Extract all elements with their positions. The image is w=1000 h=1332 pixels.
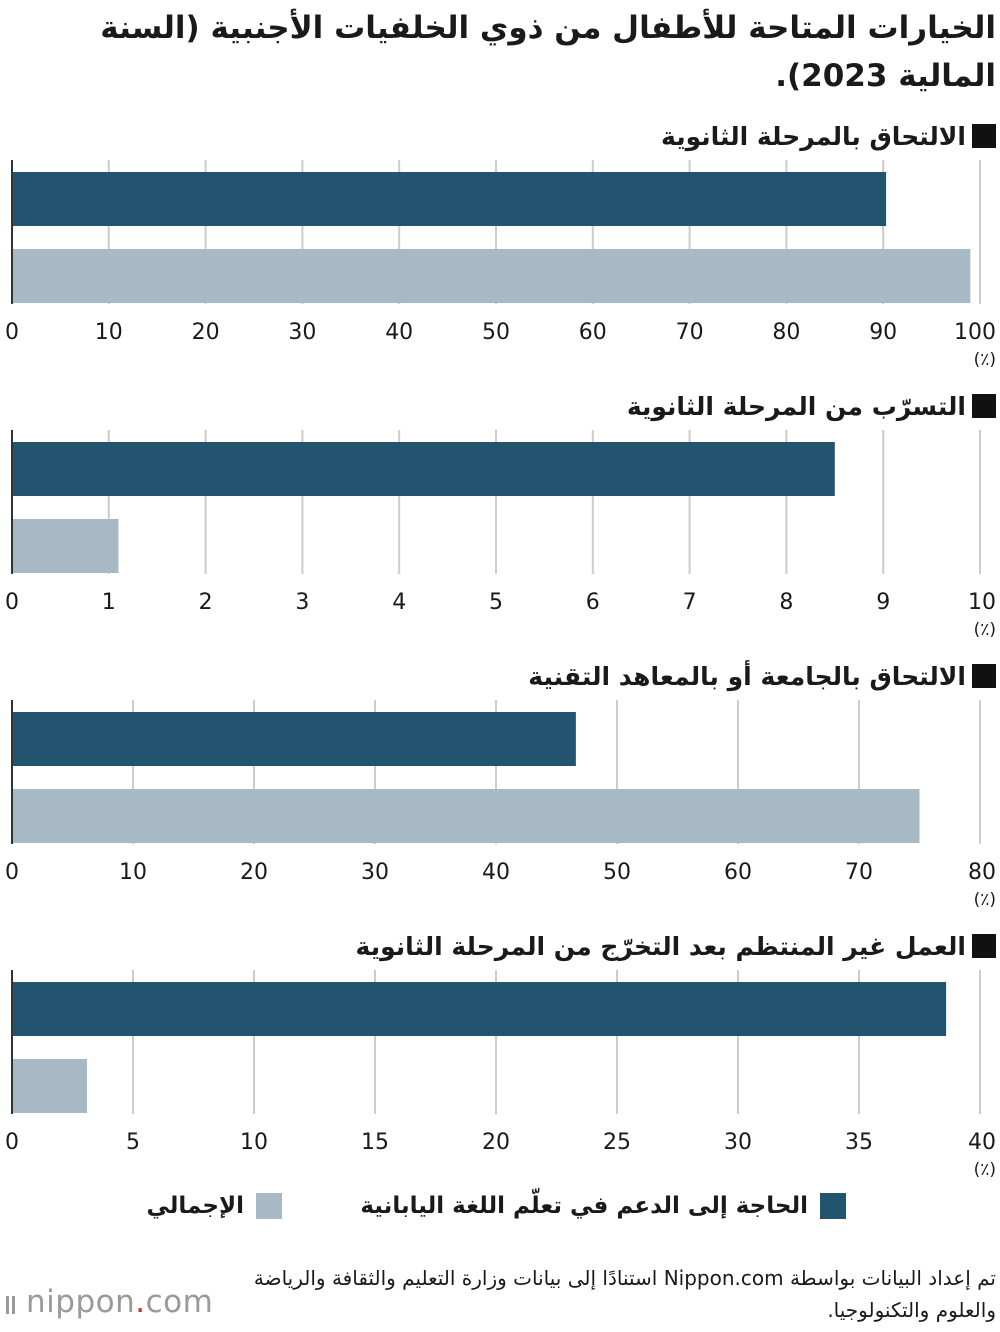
unit-label: (٪) <box>974 1160 996 1180</box>
x-tick-label: 90 <box>869 320 897 345</box>
bar-japanese-support <box>13 982 947 1036</box>
x-tick-label: 5 <box>126 1130 140 1155</box>
source-note: تم إعداد البيانات بواسطة Nippon.com استن… <box>253 1266 996 1322</box>
x-tick-label: 30 <box>724 1130 752 1155</box>
x-tick-label: 10 <box>240 1130 268 1155</box>
x-tick-label: 9 <box>876 590 890 615</box>
logo-bars-icon <box>6 1286 18 1322</box>
x-tick-label: 0 <box>5 590 19 615</box>
panel-title: التسرّب من المرحلة الثانوية <box>627 386 996 426</box>
legend-swatch-japanese-support <box>820 1193 846 1219</box>
legend-label-overall: الإجمالي <box>146 1193 244 1219</box>
panel-title: الالتحاق بالجامعة أو بالمعاهد التقنية <box>528 656 996 696</box>
x-tick-label: 60 <box>724 860 752 885</box>
x-tick-label: 40 <box>482 860 510 885</box>
panel-title-text: التسرّب من المرحلة الثانوية <box>626 391 966 421</box>
square-bullet-icon <box>972 394 996 418</box>
x-tick-label: 20 <box>240 860 268 885</box>
bar-overall <box>13 519 119 573</box>
square-bullet-icon <box>972 124 996 148</box>
legend-item-overall: الإجمالي <box>146 1186 282 1226</box>
bar-japanese-support <box>13 442 835 496</box>
logo-suffix: com <box>145 1284 214 1320</box>
legend-item-japanese-support: الحاجة إلى الدعم في تعلّم اللغة الياباني… <box>360 1186 846 1226</box>
panel-title: الالتحاق بالمرحلة الثانوية <box>661 116 996 156</box>
x-tick-label: 2 <box>199 590 213 615</box>
nippon-logo: nippon.com <box>6 1284 213 1322</box>
x-tick-label: 4 <box>392 590 406 615</box>
panel-title-text: الالتحاق بالجامعة أو بالمعاهد التقنية <box>528 661 966 691</box>
chart-panel-3: الالتحاق بالجامعة أو بالمعاهد التقنية 0 10… <box>0 656 1000 918</box>
x-tick-label: 30 <box>361 860 389 885</box>
x-tick-label: 40 <box>968 1130 996 1155</box>
bar-overall <box>13 249 971 303</box>
logo-dot: . <box>135 1284 146 1320</box>
x-tick-label: 60 <box>579 320 607 345</box>
x-tick-label: 50 <box>603 860 631 885</box>
x-tick-label: 15 <box>361 1130 389 1155</box>
x-tick-label: 1 <box>102 590 116 615</box>
chart-panel-2: التسرّب من المرحلة الثانوية 0 1 2 3 4 5 6 7 8 9 10 (… <box>0 386 1000 648</box>
bar-overall <box>13 1059 88 1113</box>
unit-label: (٪) <box>974 890 996 910</box>
logo-main: nippon <box>26 1284 136 1320</box>
x-tick-label: 25 <box>603 1130 631 1155</box>
x-tick-label: 35 <box>845 1130 873 1155</box>
x-tick-label: 20 <box>192 320 220 345</box>
x-tick-label: 100 <box>954 320 996 345</box>
x-tick-label: 10 <box>119 860 147 885</box>
x-tick-label: 30 <box>288 320 316 345</box>
bar-overall <box>13 789 920 843</box>
x-tick-label: 70 <box>845 860 873 885</box>
panel-title-text: العمل غير المنتظم بعد التخرّج من المرحلة… <box>355 931 966 961</box>
square-bullet-icon <box>972 934 996 958</box>
x-tick-label: 5 <box>489 590 503 615</box>
legend-label-japanese-support: الحاجة إلى الدعم في تعلّم اللغة الياباني… <box>360 1193 808 1219</box>
bar-japanese-support <box>13 712 576 766</box>
x-tick-label: 6 <box>586 590 600 615</box>
x-tick-label: 7 <box>683 590 697 615</box>
x-tick-label: 8 <box>779 590 793 615</box>
x-tick-label: 80 <box>968 860 996 885</box>
bar-chart: 0 1 2 3 4 5 6 7 8 9 10 (٪) <box>5 430 996 640</box>
x-tick-label: 3 <box>295 590 309 615</box>
x-tick-label: 0 <box>5 1130 19 1155</box>
panel-title-text: الالتحاق بالمرحلة الثانوية <box>661 121 966 151</box>
bar-chart: 0 10 20 30 40 50 60 70 80 (٪) <box>5 700 996 910</box>
x-tick-label: 40 <box>385 320 413 345</box>
unit-label: (٪) <box>974 350 996 370</box>
x-tick-label: 80 <box>772 320 800 345</box>
x-tick-label: 20 <box>482 1130 510 1155</box>
chart-title: الخيارات المتاحة للأطفال من ذوي الخلفيات… <box>100 10 996 94</box>
bar-japanese-support <box>13 172 887 226</box>
bar-chart: 0 10 20 30 40 50 60 70 80 90 100 (٪) <box>5 160 996 370</box>
panel-title: العمل غير المنتظم بعد التخرّج من المرحلة… <box>356 926 996 966</box>
legend-swatch-overall <box>256 1193 282 1219</box>
unit-label: (٪) <box>974 620 996 640</box>
square-bullet-icon <box>972 664 996 688</box>
x-tick-label: 0 <box>5 860 19 885</box>
x-tick-label: 50 <box>482 320 510 345</box>
x-tick-label: 10 <box>968 590 996 615</box>
x-tick-label: 10 <box>95 320 123 345</box>
x-tick-label: 0 <box>5 320 19 345</box>
legend: الحاجة إلى الدعم في تعلّم اللغة الياباني… <box>0 1186 1000 1226</box>
x-tick-label: 70 <box>676 320 704 345</box>
bar-chart: 0 5 10 15 20 25 30 35 40 (٪) <box>5 970 996 1180</box>
chart-panel-4: العمل غير المنتظم بعد التخرّج من المرحلة… <box>0 926 1000 1188</box>
chart-panel-1: الالتحاق بالمرحلة الثانوية 0 10 20 30 40 50 60 7… <box>0 116 1000 378</box>
